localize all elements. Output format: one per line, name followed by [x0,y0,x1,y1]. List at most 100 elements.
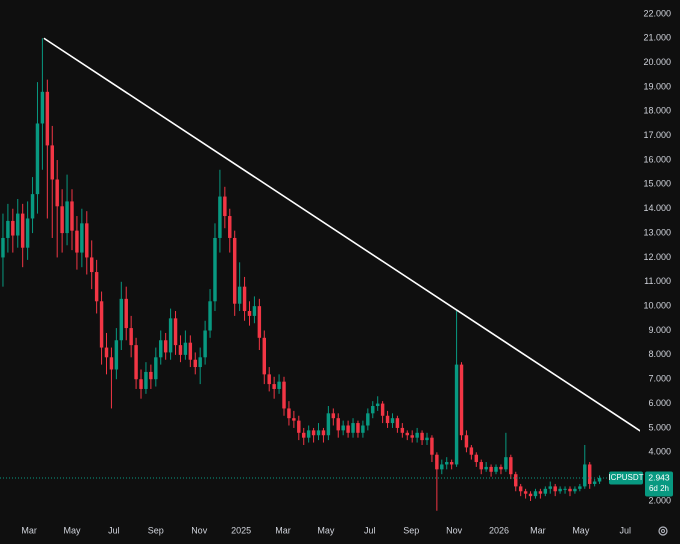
candle-body [11,220,15,236]
candle-body [449,462,454,465]
candle-body [543,488,548,494]
candle-body [385,415,390,424]
trendline [43,37,640,432]
candle-body [469,447,474,455]
candle-body [326,413,331,436]
candle-body [464,435,469,448]
y-tick-label: 4.000 [648,447,671,457]
candle-body [514,474,518,487]
candle-body [257,306,262,338]
y-tick-label: 7.000 [648,374,671,384]
candle-body [159,340,163,358]
candle-body [583,464,587,487]
candle-body [183,342,188,355]
candle-body [361,425,365,433]
candle-body [484,466,488,470]
candle-body [553,486,557,492]
candle-body [228,216,232,238]
candle-body [302,432,306,438]
symbol-label: ICPUSDT [608,473,643,482]
candle-body [528,493,533,497]
candle-body [247,311,252,316]
candle-body [188,342,193,360]
y-tick-label: 20.000 [643,57,671,67]
candle-body [282,381,286,409]
candle-body [168,318,173,353]
candle-body [109,357,114,370]
y-tick-label: 6.000 [648,398,671,408]
x-tick-label: 2026 [489,525,509,535]
x-tick-label: May [317,525,335,535]
candle-body [287,408,291,419]
candle-body [341,425,345,431]
symbol-box [609,471,643,485]
last-price-label: 2.943 [648,472,670,482]
candle-body [375,403,380,407]
candle-body [430,437,434,455]
candle-body [346,425,350,433]
candle-body [70,201,74,231]
candle-body [573,488,577,492]
candle-body [311,430,316,436]
candle-body [50,145,54,180]
y-tick-label: 15.000 [643,179,671,189]
candle-body [237,286,242,304]
countdown-label: 6d 2h [649,484,669,493]
candle-body [538,491,543,494]
candle-body [40,91,45,124]
candle-body [124,298,128,329]
candle-body [89,257,94,273]
candle-body [479,462,483,470]
candle-body [454,364,459,465]
candle-body [587,464,592,484]
y-tick-label: 10.000 [643,301,671,311]
candle-body [94,272,99,302]
x-tick-label: May [572,525,590,535]
candle-body [351,423,355,433]
candle-body [297,420,301,433]
x-tick-label: Jul [108,525,120,535]
x-tick-label: Mar [21,525,37,535]
y-tick-label: 13.000 [643,227,671,237]
candle-body [558,488,562,492]
candle-body [252,306,257,316]
candle-body [395,418,400,428]
candle-body [548,486,552,489]
settings-icon[interactable] [658,526,668,536]
candle-body [494,466,498,472]
y-tick-label: 21.000 [643,33,671,43]
candle-body [114,340,119,370]
candle-body [405,432,409,436]
candle-body [597,478,602,482]
y-tick-label: 2.000 [648,495,671,505]
candle-body [272,384,276,389]
candle-body [104,347,109,358]
x-tick-label: Nov [446,525,463,535]
candle-body [371,406,375,414]
price-box [645,471,673,497]
y-tick-label: 12.000 [643,252,671,262]
candle-body [1,237,5,258]
candle-body [306,430,311,438]
x-tick-label: Sep [403,525,419,535]
candle-body [208,301,212,331]
candle-body [218,196,222,238]
candle-body [85,223,89,258]
candle-body [336,418,340,431]
y-tick-label: 5.000 [648,422,671,432]
candle-body [390,418,395,424]
candle-body [80,223,84,253]
candle-body [129,328,133,346]
candle-body [134,345,138,380]
candle-body [504,457,508,470]
y-tick-label: 16.000 [643,154,671,164]
candle-body [277,381,281,389]
x-tick-label: Nov [191,525,208,535]
candle-body [415,432,419,438]
candle-body [213,237,217,302]
candle-body [459,364,464,436]
candle-body [474,454,479,463]
candle-body [523,491,528,494]
